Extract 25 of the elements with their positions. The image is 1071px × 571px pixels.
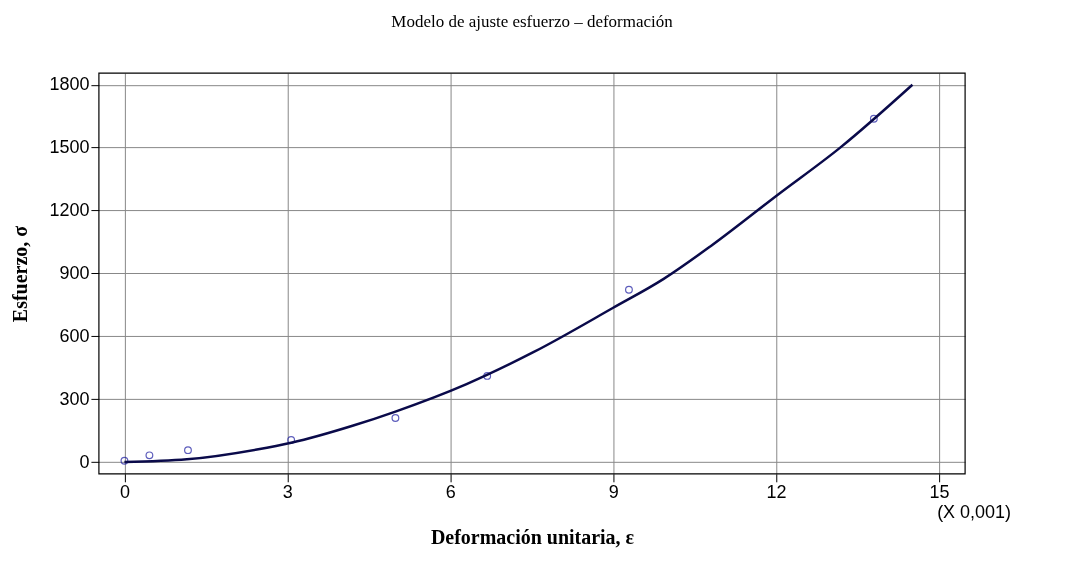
- point: [120, 456, 129, 465]
- point: [145, 451, 154, 460]
- y-tick-label: 600: [59, 325, 90, 346]
- x-tick-label: 9: [608, 482, 619, 503]
- point: [869, 114, 878, 123]
- x-tick-label: 0: [119, 482, 130, 503]
- x-tick-label: 15: [929, 482, 950, 503]
- y-tick-label: 1500: [49, 137, 90, 158]
- x-tick-label: 6: [445, 482, 456, 503]
- point: [624, 285, 633, 294]
- y-axis-title: Esfuerzo, σ: [9, 225, 32, 323]
- y-tick-label: 1800: [49, 74, 90, 95]
- point: [483, 371, 492, 380]
- point: [184, 446, 192, 455]
- y-tick-label: 300: [59, 388, 90, 409]
- y-tick-label: 1200: [49, 200, 90, 220]
- point: [391, 414, 400, 422]
- chart-title: Modelo de ajuste esfuerzo – deformación: [391, 11, 674, 31]
- text: (X 0,001): [937, 501, 1012, 522]
- x-axis-title: Deformación unitaria, ε: [430, 526, 635, 549]
- line-series: [123, 83, 914, 464]
- x-tick-label: 12: [766, 482, 787, 503]
- y-tick-label: 900: [59, 262, 90, 283]
- y-tick-label: 0: [79, 451, 90, 472]
- x-tick-label: 3: [282, 482, 293, 503]
